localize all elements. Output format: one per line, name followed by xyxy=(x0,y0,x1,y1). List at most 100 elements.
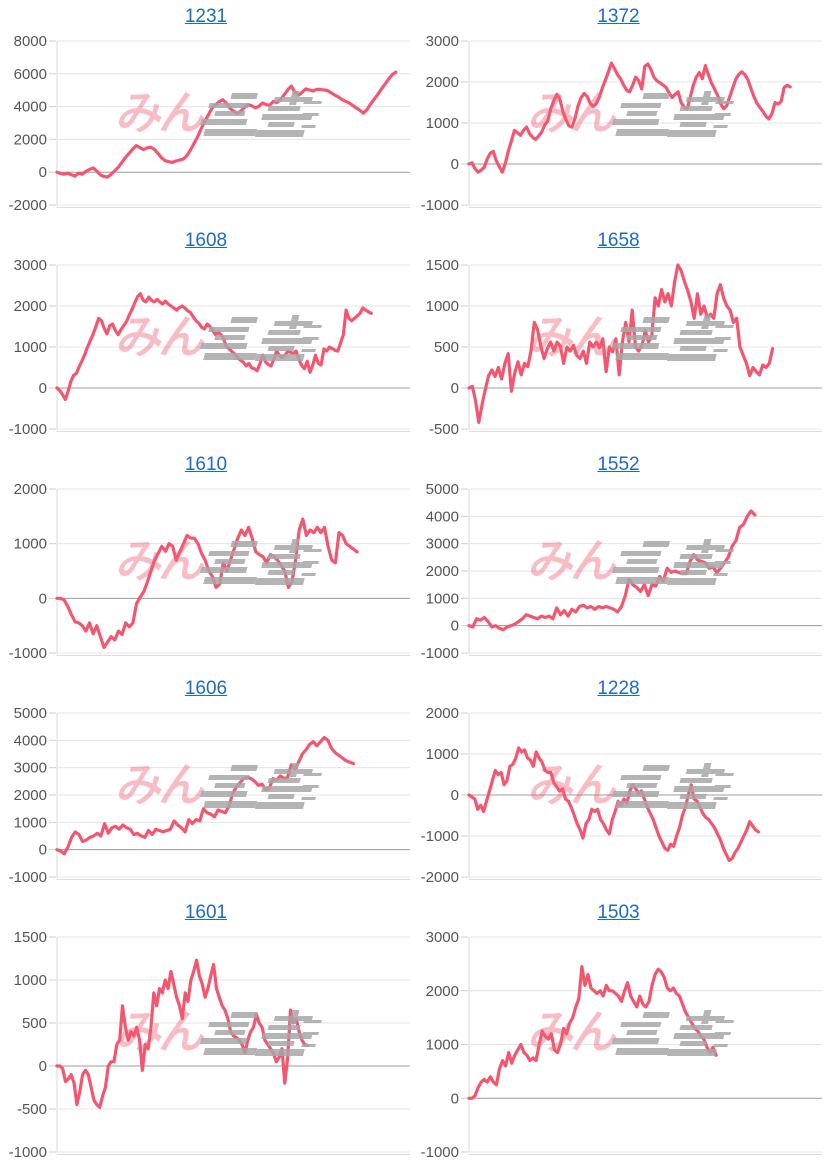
chart-cell: 1372 3000 2000 1000 0 -1000 みん xyxy=(412,0,825,224)
y-tick-label: 5000 xyxy=(14,705,47,722)
y-tick-label: -1000 xyxy=(421,1144,459,1158)
y-tick-label: 2000 xyxy=(426,563,459,580)
line-chart-svg: 1500 1000 500 0 -500 xyxy=(426,257,822,438)
chart-plot: 1500 1000 500 0 -500 みん xyxy=(412,257,825,440)
y-tick-label: 1000 xyxy=(426,590,459,607)
y-tick-label: 2000 xyxy=(426,705,459,722)
chart-title: 1610 xyxy=(0,448,412,481)
chart-title: 1503 xyxy=(412,896,825,929)
y-tick-label: 1000 xyxy=(426,1037,459,1054)
y-tick-label: 0 xyxy=(451,618,459,635)
y-tick-label: 0 xyxy=(39,1058,47,1075)
y-tick-label: 0 xyxy=(451,380,459,397)
y-tick-label: 1000 xyxy=(14,536,47,553)
y-tick-label: 0 xyxy=(39,164,47,181)
y-tick-label: 0 xyxy=(451,787,459,804)
y-tick-label: -1000 xyxy=(9,421,47,435)
y-tick-label: 3000 xyxy=(426,929,459,946)
y-tick-label: -2000 xyxy=(9,197,47,211)
chart-cell: 1606 5000 4000 3000 2000 1000 0 -1000 みん xyxy=(0,672,412,896)
chart-title-link[interactable]: 1228 xyxy=(597,678,640,699)
y-tick-label: 0 xyxy=(39,842,47,859)
y-tick-label: 4000 xyxy=(426,508,459,525)
y-tick-label: 500 xyxy=(434,339,459,356)
y-tick-label: 1000 xyxy=(14,339,47,356)
chart-plot: 3000 2000 1000 0 -1000 みん xyxy=(412,33,825,216)
line-chart-svg: 2000 1000 0 -1000 -2000 xyxy=(421,705,822,886)
y-tick-label: 4000 xyxy=(14,99,47,116)
y-tick-label: -500 xyxy=(17,1101,47,1118)
chart-title-link[interactable]: 1372 xyxy=(597,6,640,27)
y-tick-label: 3000 xyxy=(14,760,47,777)
chart-cell: 1552 5000 4000 3000 2000 1000 0 -1000 みん xyxy=(412,448,825,672)
chart-title: 1601 xyxy=(0,896,412,929)
series-line xyxy=(467,509,757,632)
chart-cell: 1503 3000 2000 1000 0 -1000 みん xyxy=(412,896,825,1161)
line-chart-svg: 5000 4000 3000 2000 1000 0 -1000 xyxy=(9,705,410,886)
y-tick-label: 0 xyxy=(451,156,459,173)
chart-title: 1658 xyxy=(412,224,825,257)
series-line xyxy=(55,292,373,402)
chart-title: 1372 xyxy=(412,0,825,33)
chart-plot: 8000 6000 4000 2000 0 -2000 みん xyxy=(0,33,412,216)
y-tick-label: 2000 xyxy=(14,298,47,315)
chart-cell: 1228 2000 1000 0 -1000 -2000 みん xyxy=(412,672,825,896)
y-tick-label: 6000 xyxy=(14,66,47,83)
y-tick-label: 500 xyxy=(22,1015,47,1032)
chart-title-link[interactable]: 1658 xyxy=(597,230,640,251)
y-tick-label: 1000 xyxy=(426,115,459,132)
y-tick-label: -500 xyxy=(429,421,459,435)
y-tick-label: 2000 xyxy=(426,74,459,91)
chart-plot: 5000 4000 3000 2000 1000 0 -1000 みん xyxy=(412,481,825,664)
y-tick-label: 5000 xyxy=(426,481,459,498)
y-tick-label: -1000 xyxy=(9,869,47,883)
series-line xyxy=(55,958,310,1109)
chart-title-link[interactable]: 1503 xyxy=(597,902,640,923)
chart-title-link[interactable]: 1552 xyxy=(597,454,640,475)
y-tick-label: 3000 xyxy=(426,536,459,553)
chart-title: 1608 xyxy=(0,224,412,257)
line-chart-svg: 3000 2000 1000 0 -1000 xyxy=(9,257,410,438)
y-tick-label: -1000 xyxy=(421,828,459,845)
chart-title-link[interactable]: 1608 xyxy=(184,230,228,251)
chart-cell: 1231 8000 6000 4000 2000 0 -2000 みん xyxy=(0,0,412,224)
chart-cell: 1601 1500 1000 500 0 -500 -1000 みん xyxy=(0,896,412,1161)
chart-title: 1231 xyxy=(0,0,412,33)
y-tick-label: 1000 xyxy=(14,814,47,831)
y-tick-label: 2000 xyxy=(426,983,459,1000)
y-tick-label: 0 xyxy=(39,380,47,397)
y-tick-label: -1000 xyxy=(421,197,459,211)
line-chart-svg: 3000 2000 1000 0 -1000 xyxy=(421,929,822,1161)
line-chart-svg: 5000 4000 3000 2000 1000 0 -1000 xyxy=(421,481,822,662)
y-tick-label: 4000 xyxy=(14,732,47,749)
y-tick-label: 1000 xyxy=(426,746,459,763)
chart-title-link[interactable]: 1601 xyxy=(184,902,228,923)
chart-title: 1606 xyxy=(0,672,412,705)
line-chart-svg: 1500 1000 500 0 -500 -1000 xyxy=(9,929,410,1161)
y-tick-label: 2000 xyxy=(14,787,47,804)
series-line xyxy=(55,735,356,856)
chart-title-link[interactable]: 1610 xyxy=(184,454,228,475)
chart-cell: 1608 3000 2000 1000 0 -1000 みん xyxy=(0,224,412,448)
series-line xyxy=(55,70,398,179)
chart-title-link[interactable]: 1231 xyxy=(184,6,228,27)
y-tick-label: -1000 xyxy=(421,645,459,659)
chart-plot: 2000 1000 0 -1000 -2000 みん xyxy=(412,705,825,888)
chart-title: 1228 xyxy=(412,672,825,705)
line-chart-svg: 8000 6000 4000 2000 0 -2000 xyxy=(9,33,410,214)
y-tick-label: 8000 xyxy=(14,33,47,50)
y-tick-label: 1500 xyxy=(14,929,47,946)
chart-plot: 1500 1000 500 0 -500 -1000 みん xyxy=(0,929,412,1163)
chart-cell: 1658 1500 1000 500 0 -500 みん xyxy=(412,224,825,448)
series-line xyxy=(467,746,761,863)
series-line xyxy=(55,517,359,650)
y-tick-label: 3000 xyxy=(14,257,47,274)
y-tick-label: 0 xyxy=(451,1090,459,1107)
chart-title-link[interactable]: 1606 xyxy=(184,678,228,699)
y-tick-label: 2000 xyxy=(14,481,47,498)
chart-plot: 3000 2000 1000 0 -1000 みん xyxy=(0,257,412,440)
y-tick-label: -1000 xyxy=(9,645,47,659)
line-chart-svg: 3000 2000 1000 0 -1000 xyxy=(421,33,822,214)
series-line xyxy=(467,964,718,1100)
